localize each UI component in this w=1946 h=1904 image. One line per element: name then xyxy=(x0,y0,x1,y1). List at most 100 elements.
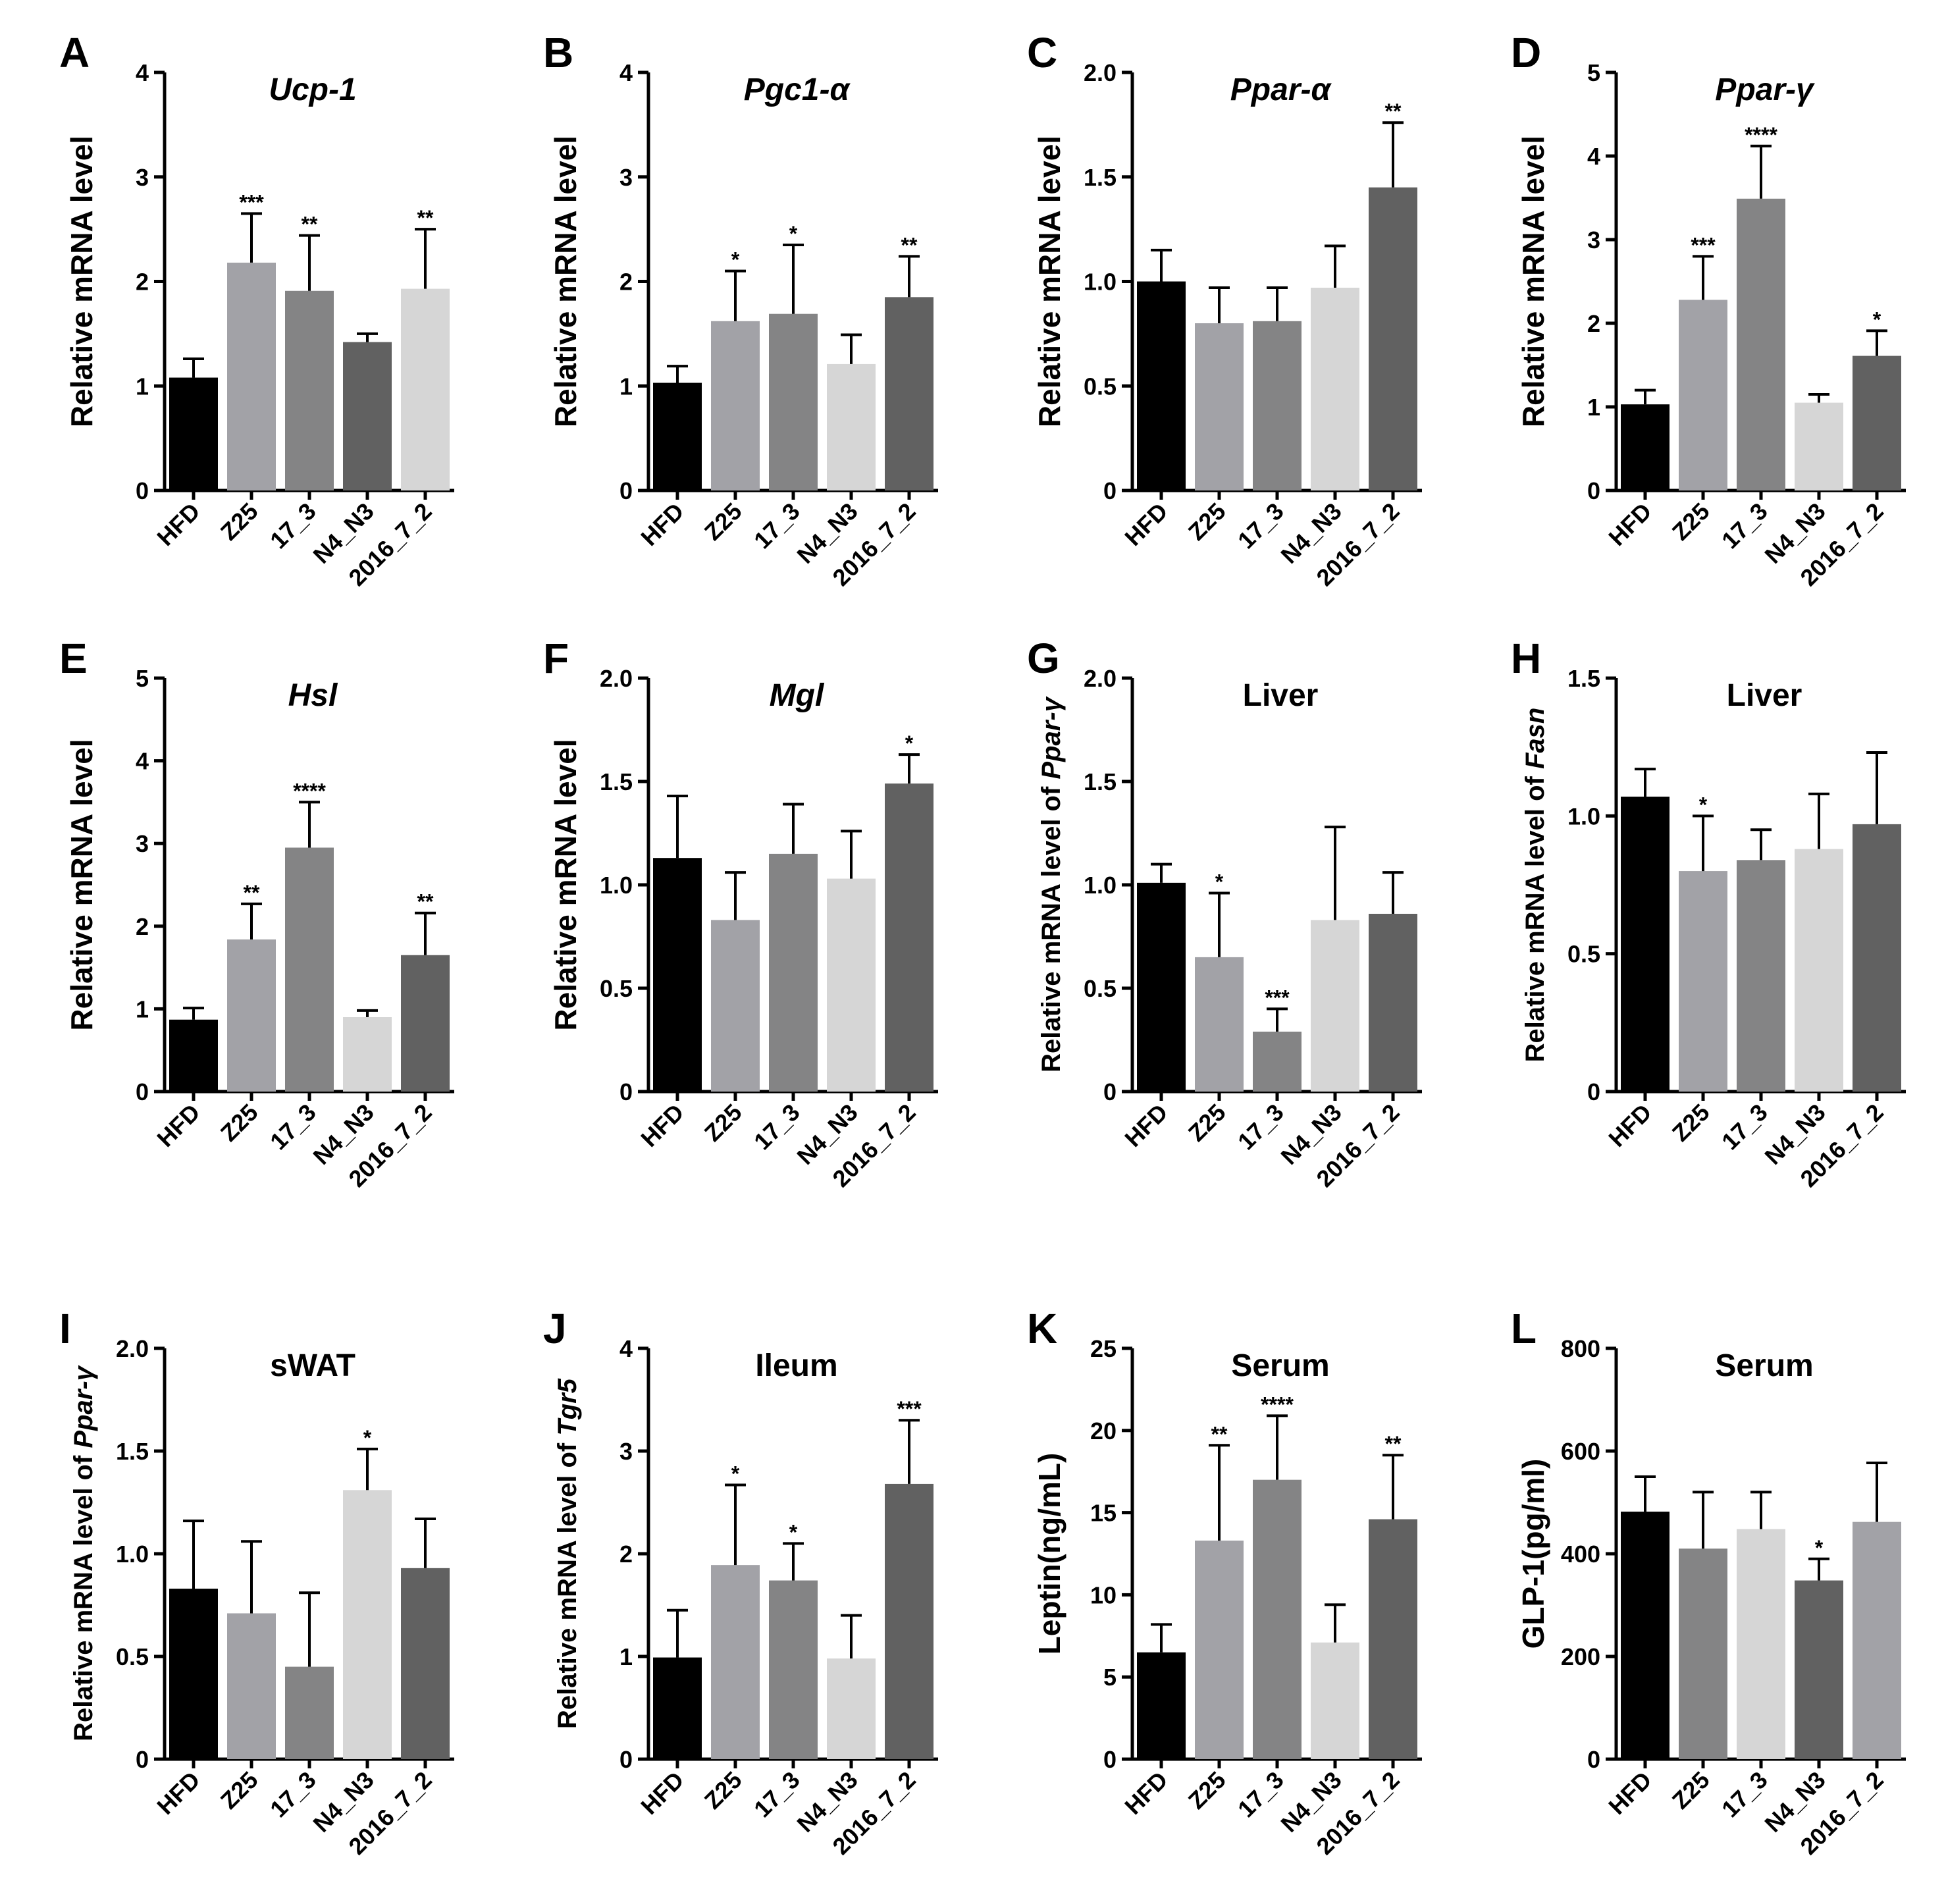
y-tick-label: 1.5 xyxy=(1567,665,1600,692)
panel-c: C Ppar-α Relative mRNA level 0 0.5 1.0 1.5 2.0 H… xyxy=(1027,29,1422,591)
y-tick-label: 0 xyxy=(1103,477,1117,504)
bar-hfd xyxy=(169,377,218,490)
bar-hfd xyxy=(653,858,702,1092)
bar-hfd xyxy=(1621,1512,1670,1759)
significance-marker: * xyxy=(905,731,914,755)
y-tick-label: 1.5 xyxy=(116,1438,149,1465)
y-tick-label: 600 xyxy=(1561,1438,1600,1465)
y-tick-label: 0.5 xyxy=(116,1643,149,1670)
x-tick-label: HFD xyxy=(1119,1099,1172,1152)
chart-title: Serum xyxy=(1715,1348,1813,1383)
significance-marker: ** xyxy=(1211,1422,1228,1446)
y-tick-label: 25 xyxy=(1090,1335,1117,1362)
y-tick-label: 4 xyxy=(619,1335,633,1362)
y-tick-label: 3 xyxy=(136,164,149,191)
x-tick-label: Z25 xyxy=(215,1766,263,1814)
x-tick-label: HFD xyxy=(635,498,689,551)
y-tick-label: 10 xyxy=(1090,1581,1117,1608)
y-tick-label: 1.0 xyxy=(600,872,633,899)
significance-marker: ** xyxy=(1385,99,1402,123)
bar-17-3 xyxy=(285,847,334,1092)
chart-title: Ucp-1 xyxy=(269,72,356,107)
bar-17-3 xyxy=(769,853,818,1092)
y-axis-label: Relative mRNA level xyxy=(1032,136,1066,427)
y-tick-label: 15 xyxy=(1090,1500,1117,1527)
bar-hfd xyxy=(1137,281,1186,490)
x-tick-label: HFD xyxy=(151,1099,205,1152)
panel-label: D xyxy=(1511,29,1541,76)
x-tick-label: HFD xyxy=(151,1766,205,1820)
panel-label: L xyxy=(1511,1305,1537,1352)
x-tick-label: Z25 xyxy=(1667,498,1715,546)
chart-title: Ppar-γ xyxy=(1715,72,1815,107)
y-tick-label: 1.5 xyxy=(600,768,633,795)
bar-2016-7-2 xyxy=(1853,356,1901,490)
y-axis-label: Relative mRNA level xyxy=(1516,136,1550,427)
bar-n4-n3 xyxy=(343,1490,392,1759)
panel-label: A xyxy=(59,29,90,76)
y-tick-label: 2 xyxy=(136,269,149,296)
panel-label: C xyxy=(1027,29,1057,76)
y-tick-label: 2.0 xyxy=(116,1335,149,1362)
panel-d: D Ppar-γ Relative mRNA level 0 1 2 3 4 5 HFD *** Z2… xyxy=(1511,29,1906,591)
chart-title: Liver xyxy=(1727,678,1802,713)
x-tick-label: Z25 xyxy=(1183,498,1231,546)
bar-hfd xyxy=(1621,797,1670,1092)
bar-z25 xyxy=(1195,323,1244,490)
y-tick-label: 0 xyxy=(1587,1746,1600,1773)
bar-2016-7-2 xyxy=(885,783,934,1092)
y-tick-label: 0 xyxy=(619,1078,633,1105)
bar-z25 xyxy=(711,920,760,1092)
chart-title: Pgc1-α xyxy=(744,72,851,107)
x-tick-label: HFD xyxy=(1119,1766,1172,1820)
bar-17-3 xyxy=(769,1580,818,1759)
bar-hfd xyxy=(1137,1652,1186,1759)
bar-2016-7-2 xyxy=(1369,187,1417,490)
x-tick-label: HFD xyxy=(635,1766,689,1820)
significance-marker: *** xyxy=(239,190,264,214)
significance-marker: * xyxy=(789,222,798,246)
bar-2016-7-2 xyxy=(401,1568,450,1759)
bar-n4-n3 xyxy=(827,363,876,490)
y-tick-label: 0.5 xyxy=(1567,941,1600,968)
y-tick-label: 5 xyxy=(1587,59,1600,86)
bar-2016-7-2 xyxy=(1369,913,1417,1092)
y-tick-label: 4 xyxy=(1587,143,1600,170)
bar-n4-n3 xyxy=(1795,849,1843,1092)
x-tick-label: HFD xyxy=(1603,1099,1656,1152)
bar-z25 xyxy=(711,321,760,490)
bar-17-3 xyxy=(769,313,818,490)
panel-j: J Ileum Relative mRNA level of Tgr5 0 1 2 3 4 HF… xyxy=(543,1305,938,1860)
bar-hfd xyxy=(169,1589,218,1759)
y-axis-label-gene: Fasn xyxy=(1521,708,1550,769)
y-tick-label: 0 xyxy=(619,1746,633,1773)
bar-n4-n3 xyxy=(343,1017,392,1092)
bar-n4-n3 xyxy=(1311,1642,1359,1759)
y-tick-label: 1.0 xyxy=(116,1541,149,1568)
panel-label: J xyxy=(543,1305,567,1352)
bar-n4-n3 xyxy=(1795,1580,1843,1759)
bar-n4-n3 xyxy=(1795,402,1843,490)
y-tick-label: 2 xyxy=(619,1541,633,1568)
y-axis-label: Relative mRNA level of Fasn xyxy=(1521,708,1550,1063)
y-tick-label: 800 xyxy=(1561,1335,1600,1362)
significance-marker: ** xyxy=(417,206,434,230)
bar-17-3 xyxy=(1253,321,1302,490)
panel-f: F Mgl Relative mRNA level 0 0.5 1.0 1.5 2.0 HFD Z… xyxy=(543,635,938,1192)
y-tick-label: 0 xyxy=(136,1746,149,1773)
y-axis-label: Leptin(ng/mL) xyxy=(1032,1453,1066,1655)
y-axis-label: Relative mRNA level of Ppar-γ xyxy=(1037,695,1066,1072)
y-axis-label-gene: Ppar-γ xyxy=(1037,695,1066,779)
y-tick-label: 200 xyxy=(1561,1643,1600,1670)
x-tick-label: Z25 xyxy=(1183,1766,1231,1814)
x-tick-label: Z25 xyxy=(215,498,263,546)
bar-17-3 xyxy=(1737,1529,1785,1759)
y-tick-label: 1 xyxy=(136,373,149,400)
significance-marker: ** xyxy=(302,213,318,236)
x-tick-label: Z25 xyxy=(1667,1766,1715,1814)
significance-marker: **** xyxy=(1745,123,1777,147)
bar-2016-7-2 xyxy=(1853,824,1901,1092)
y-axis-label-text: Relative mRNA level of xyxy=(553,1436,582,1729)
